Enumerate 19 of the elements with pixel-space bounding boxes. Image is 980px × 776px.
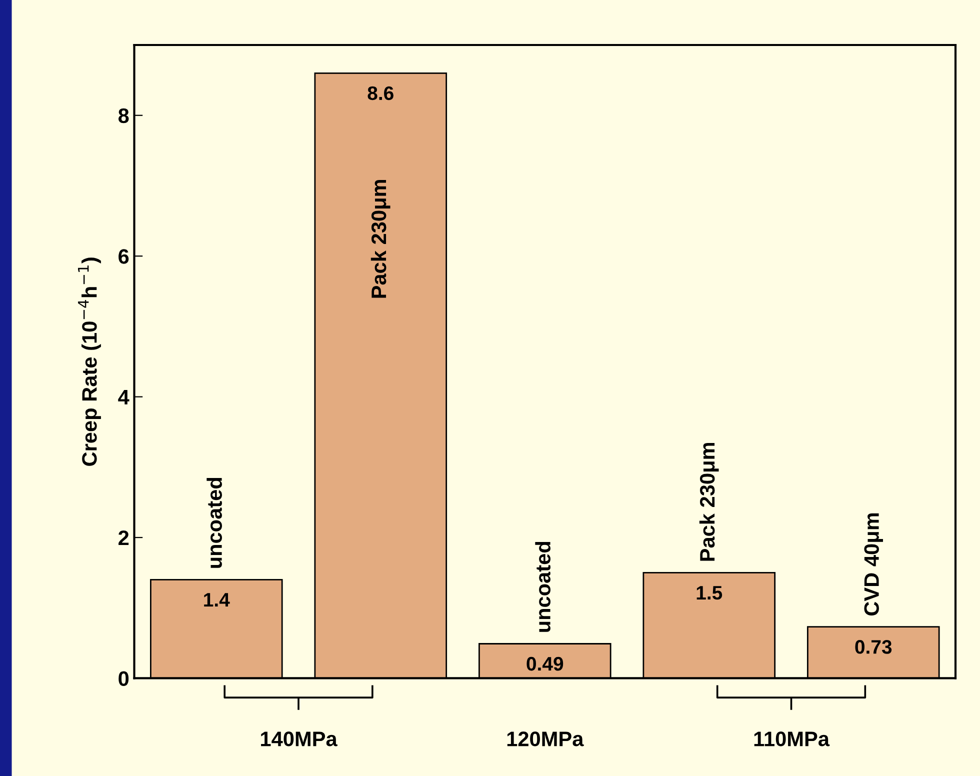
y-tick-label: 8: [118, 108, 129, 124]
x-tick-label: Pack 230μm: [699, 442, 719, 561]
data-label: 0.73: [855, 640, 892, 654]
data-label: 8.6: [368, 86, 394, 100]
data-label: 1.5: [696, 586, 722, 600]
x-tick-label: CVD 40μm: [864, 513, 883, 616]
data-label: 0.49: [526, 656, 564, 671]
x-tick-label: uncoated: [535, 542, 550, 632]
text: 110MPa: [754, 732, 830, 746]
y-tick-label: 6: [118, 249, 129, 264]
y-tick-label: 0: [118, 671, 129, 686]
y-tick-label: 4: [118, 390, 130, 404]
text: 120MPa: [507, 732, 584, 746]
y-tick-label: 2: [118, 530, 129, 546]
text: 140MPa: [261, 732, 338, 746]
y-axis-title: Creep Rate (10$^{−4}$h$^{−1}$): [78, 258, 101, 466]
x-tick-label: uncoated: [206, 478, 222, 568]
x-tick-label: Pack 230μm: [370, 180, 390, 298]
data-label: 1.4: [204, 593, 230, 606]
